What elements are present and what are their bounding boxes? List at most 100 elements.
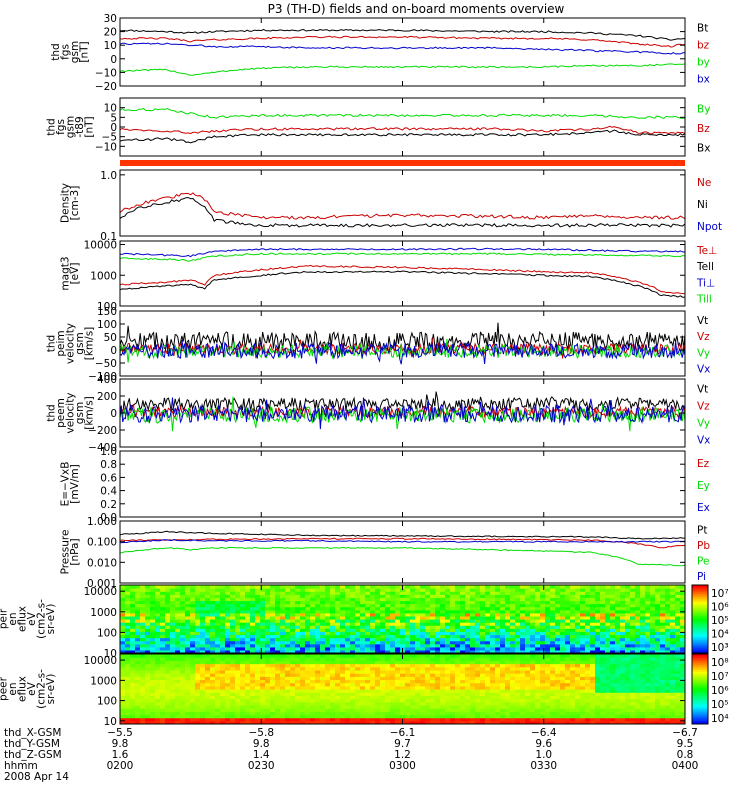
heatmap-cell <box>355 625 361 629</box>
heatmap-cell <box>145 585 151 589</box>
heatmap-cell <box>640 631 646 636</box>
heatmap-cell <box>175 695 181 700</box>
y-axis-label-line: eV <box>26 611 38 625</box>
heatmap-cell <box>195 717 201 722</box>
heatmap-cell <box>155 619 161 623</box>
heatmap-cell <box>140 615 146 620</box>
heatmap-cell <box>260 622 266 626</box>
heatmap-cell <box>240 711 246 716</box>
heatmap-cell <box>175 622 181 626</box>
heatmap-cell <box>140 682 146 687</box>
heatmap-cell <box>290 695 296 700</box>
heatmap-cell <box>360 643 366 648</box>
heatmap-cell <box>455 597 461 602</box>
heatmap-cell <box>585 594 591 598</box>
heatmap-cell <box>670 615 676 620</box>
heatmap-cell <box>520 717 526 722</box>
heatmap-cell <box>270 708 276 712</box>
plot-area <box>120 530 685 567</box>
heatmap-cell <box>360 682 366 687</box>
heatmap-cell <box>225 657 231 661</box>
heatmap-cell <box>510 600 516 605</box>
heatmap-cell <box>445 628 451 632</box>
heatmap-cell <box>550 692 556 696</box>
heatmap-cell <box>570 663 576 668</box>
heatmap-cell <box>535 591 541 595</box>
heatmap-cell <box>160 646 166 651</box>
heatmap-cell <box>535 609 541 614</box>
heatmap-cell <box>545 643 551 648</box>
heatmap-cell <box>530 628 536 632</box>
heatmap-cell <box>585 628 591 632</box>
heatmap-cell <box>195 695 201 700</box>
heatmap-cell <box>275 685 281 690</box>
heatmap-cell <box>190 619 196 623</box>
heatmap-cell <box>280 669 286 674</box>
heatmap-cell <box>190 625 196 629</box>
heatmap-cell <box>565 708 571 712</box>
heatmap-cell <box>185 609 191 614</box>
heatmap-cell <box>550 588 556 592</box>
heatmap-cell <box>375 720 381 724</box>
heatmap-cell <box>260 585 266 589</box>
heatmap-cell <box>645 631 651 636</box>
heatmap-cell <box>510 612 516 617</box>
heatmap-cell <box>650 622 656 626</box>
heatmap-cell <box>165 640 171 645</box>
y-axis-label: thdpeemvelocitygsm[km/s] <box>45 392 95 433</box>
heatmap-cell <box>595 606 601 611</box>
heatmap-cell <box>175 631 181 636</box>
heatmap-cell <box>620 615 626 620</box>
heatmap-cell <box>500 612 506 617</box>
heatmap-cell <box>385 631 391 636</box>
heatmap-cell <box>235 649 241 653</box>
heatmap-cell <box>265 615 271 620</box>
heatmap-cell <box>245 663 251 668</box>
heatmap-cell <box>545 720 551 724</box>
heatmap-cell <box>300 643 306 648</box>
heatmap-cell <box>225 634 231 639</box>
heatmap-cell <box>520 649 526 653</box>
heatmap-cell <box>360 619 366 623</box>
heatmap-cell <box>150 679 156 684</box>
heatmap-cell <box>180 625 186 629</box>
heatmap-cell <box>150 619 156 623</box>
heatmap-cell <box>330 701 336 706</box>
heatmap-cell <box>330 711 336 716</box>
heatmap-cell <box>465 717 471 722</box>
heatmap-cell <box>210 666 216 671</box>
heatmap-cell <box>540 663 546 668</box>
heatmap-cell <box>275 634 281 639</box>
heatmap-cell <box>255 615 261 620</box>
heatmap-cell <box>165 701 171 706</box>
heatmap-cell <box>555 628 561 632</box>
y-axis-label-line: [nPa] <box>69 538 81 565</box>
heatmap-cell <box>145 625 151 629</box>
heatmap-cell <box>455 720 461 724</box>
heatmap-cell <box>250 625 256 629</box>
heatmap-cell <box>535 597 541 602</box>
heatmap-cell <box>495 711 501 716</box>
heatmap-cell <box>135 663 141 668</box>
colorbar-cell <box>692 596 708 600</box>
heatmap-cell <box>210 640 216 645</box>
heatmap-cell <box>180 714 186 719</box>
heatmap-cell <box>450 622 456 626</box>
heatmap-cell <box>230 588 236 592</box>
heatmap-cell <box>290 669 296 674</box>
heatmap-cell <box>345 669 351 674</box>
heatmap-cell <box>590 720 596 724</box>
heatmap-cell <box>550 701 556 706</box>
heatmap-cell <box>635 622 641 626</box>
heatmap-cell <box>260 714 266 719</box>
heatmap-cell <box>140 619 146 623</box>
heatmap-cell <box>630 597 636 602</box>
heatmap-cell <box>290 597 296 602</box>
heatmap-cell <box>145 701 151 706</box>
heatmap-cell <box>380 603 386 608</box>
heatmap-cell <box>570 701 576 706</box>
heatmap-cell <box>185 689 191 693</box>
heatmap-cell <box>555 591 561 595</box>
heatmap-cell <box>320 679 326 684</box>
heatmap-cell <box>340 698 346 703</box>
